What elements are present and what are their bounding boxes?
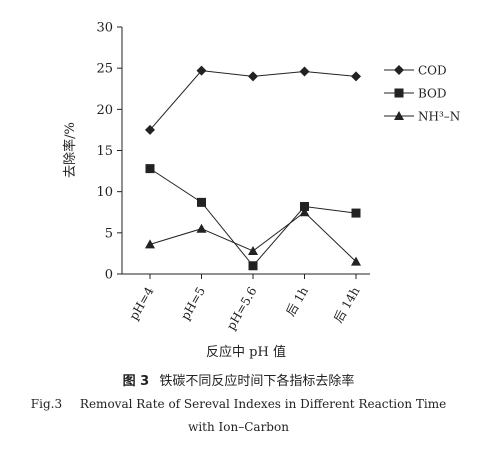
series-1-point — [351, 71, 361, 82]
y-axis-label: 去除率/% — [62, 122, 78, 178]
x-tick-label: 后 1h — [283, 284, 311, 318]
legend-label: NH³–N — [418, 110, 460, 124]
series-3-point — [196, 223, 207, 233]
figure-title-en-line1: Removal Rate of Sereval Indexes in Diffe… — [79, 397, 447, 411]
series-2-point — [197, 197, 206, 207]
x-tick-label: pH=5.6 — [224, 285, 260, 333]
legend-swatch-marker — [394, 111, 404, 120]
series-2-point — [300, 201, 309, 211]
y-tick-label: 15 — [96, 144, 113, 159]
series-3-point — [351, 256, 361, 266]
x-axis-label: 反应中 pH 值 — [206, 344, 286, 360]
line-chart: 0 5 10 15 20 25 30 去除率/% pH=4 pH=5 pH=5.6 后 1h 后 1… — [62, 21, 460, 361]
legend-swatch-marker — [394, 88, 404, 98]
x-tick-label: pH=4 — [127, 284, 157, 322]
series-3-point — [299, 207, 310, 217]
caption-english-line2: with Ion–Carbon — [0, 420, 477, 434]
series-3-point — [145, 239, 155, 249]
series-2-point — [248, 261, 258, 271]
figure-title-cn: 铁碳不同反应时间下各指标去除率 — [159, 374, 355, 389]
x-axis: pH=4 pH=5 pH=5.6 后 1h 后 14h 反应中 pH 值 — [122, 273, 370, 360]
y-tick-label: 30 — [96, 21, 113, 36]
x-tick-label: 后 14h — [331, 284, 363, 325]
caption-english-line1: Fig.3 Removal Rate of Sereval Indexes in… — [0, 397, 477, 411]
series-1-point — [196, 65, 207, 76]
y-tick-label: 20 — [96, 103, 113, 118]
y-tick-label: 5 — [105, 226, 113, 241]
y-axis: 0 5 10 15 20 25 30 去除率/% — [62, 21, 123, 283]
series-2-point — [145, 164, 155, 174]
x-tick-label: pH=5 — [178, 285, 208, 323]
figure-title-en-line2: with Ion–Carbon — [188, 420, 289, 434]
legend-swatch-marker — [394, 65, 404, 75]
series-1-point — [145, 124, 155, 135]
legend-label: BOD — [418, 87, 447, 101]
series-1-point — [299, 66, 310, 77]
figure-number-en: Fig.3 — [30, 397, 63, 411]
caption-chinese: 图 3 铁碳不同反应时间下各指标去除率 — [0, 370, 477, 389]
series-2-point — [351, 208, 361, 218]
y-tick-label: 0 — [105, 268, 113, 283]
series-1-point — [248, 71, 258, 82]
y-tick-label: 10 — [96, 185, 113, 200]
legend-label: COD — [418, 64, 447, 78]
series-3-point — [248, 245, 258, 255]
figure-number-cn: 图 3 — [122, 374, 150, 389]
y-tick-label: 25 — [96, 62, 113, 77]
